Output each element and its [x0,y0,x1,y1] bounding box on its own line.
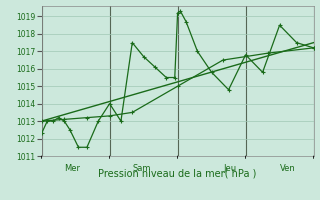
Text: Mer: Mer [64,164,80,173]
Text: Ven: Ven [280,164,295,173]
Text: Sam: Sam [132,164,151,173]
X-axis label: Pression niveau de la mer( hPa ): Pression niveau de la mer( hPa ) [99,168,257,179]
Text: Jeu: Jeu [223,164,236,173]
